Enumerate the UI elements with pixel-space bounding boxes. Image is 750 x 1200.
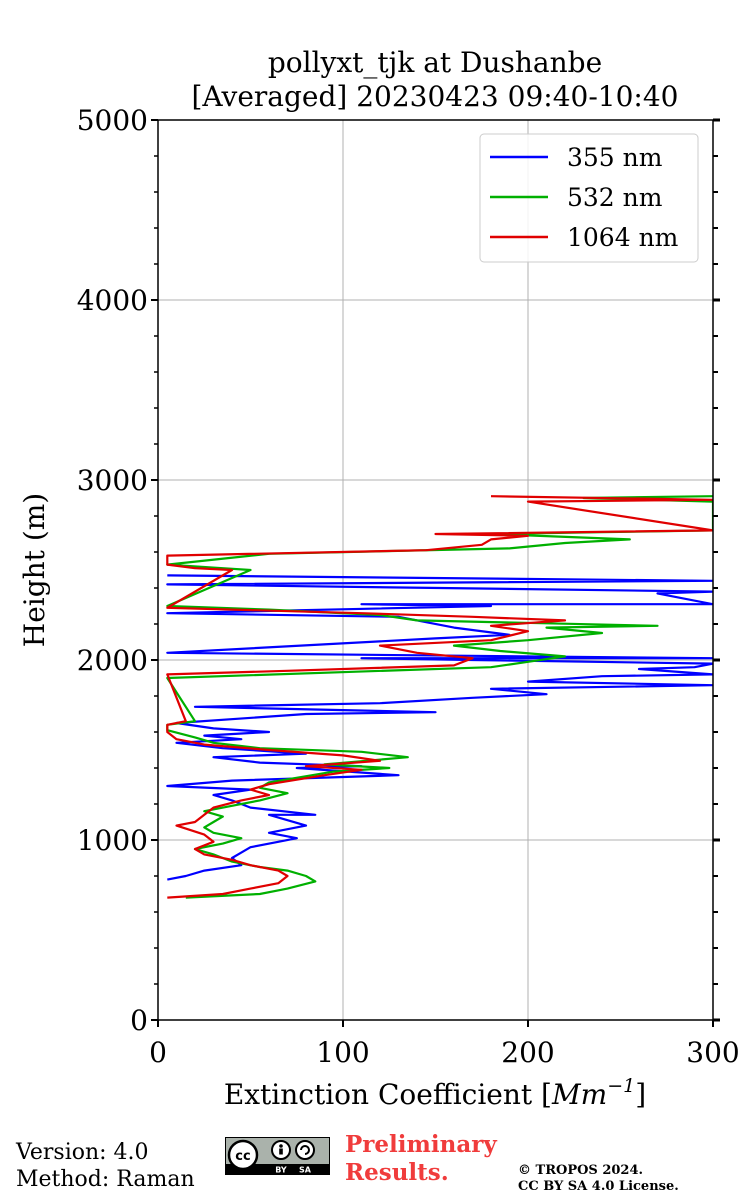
legend-label-532-nm: 532 nm (567, 183, 663, 212)
y-axis-label: Height (m) (18, 493, 51, 647)
series-line-355-nm (166, 574, 713, 881)
series-line-532-nm (166, 495, 713, 899)
version-label: Version: 4.0 (16, 1140, 149, 1165)
x-tick-label: 200 (501, 1036, 554, 1069)
x-axis-label-exponent: −1 (607, 1075, 635, 1097)
share-alike-icon (295, 1140, 315, 1160)
legend: 355 nm 532 nm 1064 nm (479, 133, 699, 263)
x-axis-label: Extinction Coefficient [Mm−1] (224, 1075, 646, 1111)
method-label: Method: Raman (16, 1167, 195, 1192)
chart-title-line2: [Averaged] 20230423 09:40-10:40 (192, 80, 679, 113)
attribution-icon-body (279, 1148, 283, 1155)
x-axis-label-close: ] (635, 1078, 646, 1111)
preliminary-line2: Results. (345, 1159, 449, 1186)
x-axis-label-unit: Mm (551, 1078, 607, 1111)
y-tick-label: 5000 (77, 104, 148, 137)
attribution-icon-head (279, 1144, 283, 1148)
series-line-1064-nm (166, 495, 713, 899)
cc-by-sa-badge: cc BY SA (225, 1137, 330, 1175)
series-lines (166, 495, 713, 899)
y-tick-label: 3000 (77, 464, 148, 497)
badge-sa-text: SA (299, 1166, 312, 1175)
y-tick-label: 2000 (77, 644, 148, 677)
copyright-line1: © TROPOS 2024. (518, 1163, 644, 1178)
preliminary-results-notice: Preliminary Results. (345, 1131, 497, 1187)
y-tick-label: 0 (130, 1004, 148, 1037)
badge-by-text: BY (275, 1166, 287, 1175)
share-alike-icon-arrow (300, 1145, 310, 1155)
preliminary-line1: Preliminary (345, 1131, 497, 1158)
x-tick-label: 0 (149, 1036, 167, 1069)
legend-label-1064-nm: 1064 nm (567, 223, 679, 252)
y-tick-label: 4000 (77, 284, 148, 317)
copyright-notice: © TROPOS 2024. CC BY SA 4.0 License. (518, 1163, 679, 1195)
copyright-line2: CC BY SA 4.0 License. (518, 1179, 679, 1194)
x-tick-label: 300 (686, 1036, 739, 1069)
badge-cc-text: cc (235, 1149, 250, 1164)
y-tick-label: 1000 (77, 824, 148, 857)
x-tick-label: 100 (316, 1036, 369, 1069)
chart-title-line1: pollyxt_tjk at Dushanbe (268, 46, 602, 79)
cc-icon (227, 1139, 259, 1171)
legend-label-355-nm: 355 nm (567, 143, 663, 172)
x-axis-label-main: Extinction Coefficient [ (224, 1078, 552, 1111)
legend-box (479, 133, 699, 263)
plot-frame (157, 119, 714, 1021)
